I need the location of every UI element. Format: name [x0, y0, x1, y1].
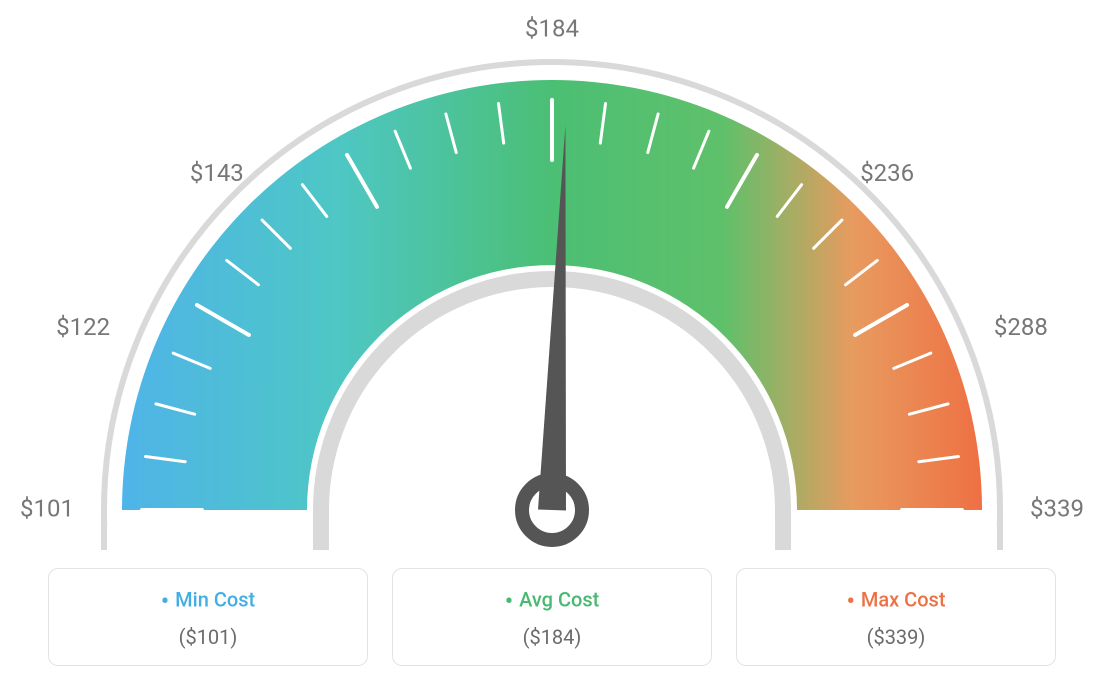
gauge-tick-label: $184 — [525, 14, 579, 42]
legend-value-max: ($339) — [747, 625, 1045, 649]
gauge-tick-label: $236 — [860, 159, 914, 187]
cost-gauge: $101 $122 $143 $184 $236 $288 $339 — [0, 0, 1104, 560]
legend-label-avg: Avg Cost — [403, 587, 701, 615]
legend-value-avg: ($184) — [403, 625, 701, 649]
legend-label-min: Min Cost — [59, 587, 357, 615]
gauge-tick-label: $143 — [190, 159, 244, 187]
legend-card-avg: Avg Cost ($184) — [392, 568, 712, 666]
legend-card-max: Max Cost ($339) — [736, 568, 1056, 666]
legend-row: Min Cost ($101) Avg Cost ($184) Max Cost… — [0, 568, 1104, 666]
gauge-tick-label: $288 — [994, 313, 1048, 341]
gauge-tick-label: $101 — [20, 494, 74, 522]
gauge-tick-label: $122 — [56, 313, 110, 341]
legend-value-min: ($101) — [59, 625, 357, 649]
legend-label-max: Max Cost — [747, 587, 1045, 615]
gauge-svg: $101 $122 $143 $184 $236 $288 $339 — [0, 0, 1104, 560]
legend-card-min: Min Cost ($101) — [48, 568, 368, 666]
gauge-tick-label: $339 — [1030, 494, 1084, 522]
